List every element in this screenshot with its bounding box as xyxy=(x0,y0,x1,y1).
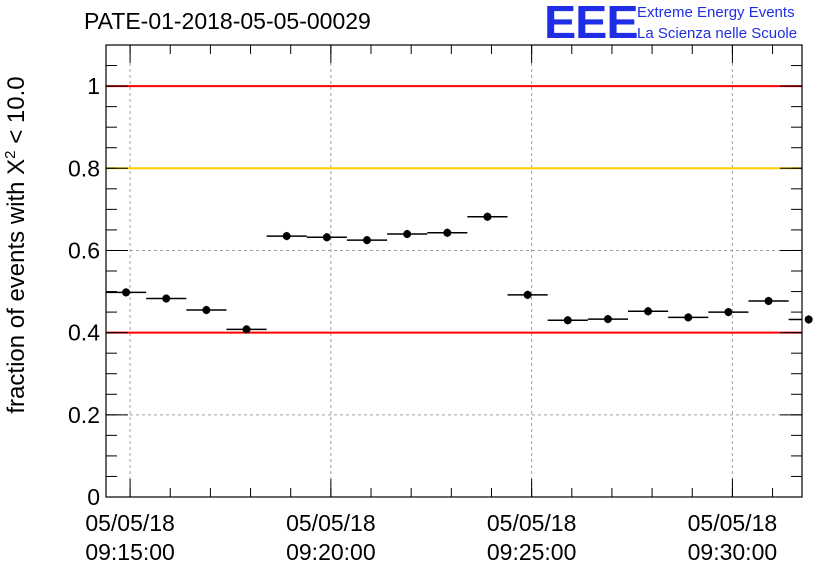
y-tick-labels: 0 0.2 0.4 0.6 0.8 1 xyxy=(68,73,100,510)
x-tick-label-date: 05/05/18 xyxy=(487,510,577,536)
chart-title: PATE-01-2018-05-05-00029 xyxy=(84,8,371,34)
x-tick-label-date: 05/05/18 xyxy=(85,510,175,536)
x-tick-labels: 05/05/18 09:15:00 05/05/18 09:20:00 05/05/18… xyxy=(85,510,777,565)
y-tick-label: 0.4 xyxy=(68,320,100,346)
data-point xyxy=(563,316,572,325)
data-point xyxy=(804,315,813,324)
reference-lines xyxy=(106,85,802,334)
data-point xyxy=(644,307,653,316)
logo-line-2: La Scienza nelle Scuole xyxy=(637,25,798,42)
x-tick-label-date: 05/05/18 xyxy=(688,510,778,536)
data-point xyxy=(202,306,211,315)
data-point xyxy=(443,228,452,237)
data-point xyxy=(684,313,693,322)
y-tick-label: 0.8 xyxy=(68,155,100,181)
x-tick-label-time: 09:20:00 xyxy=(286,539,376,565)
data-point xyxy=(403,230,412,239)
data-point xyxy=(603,315,612,324)
data-points xyxy=(106,212,813,334)
x-tick-label-time: 09:25:00 xyxy=(487,539,577,565)
eee-logo: EEE Extreme Energy Events La Scienza nel… xyxy=(544,0,834,48)
x-tick-label-date: 05/05/18 xyxy=(286,510,376,536)
data-point xyxy=(242,325,251,334)
data-point xyxy=(322,233,331,242)
y-tick-label: 1 xyxy=(87,73,100,99)
x-tick-label-time: 09:30:00 xyxy=(688,539,778,565)
logo-line-1: Extreme Energy Events xyxy=(637,4,795,21)
y-tick-label: 0.6 xyxy=(68,237,100,263)
data-point xyxy=(122,288,131,297)
eee-logo-mark: EEE xyxy=(544,0,639,48)
data-point xyxy=(523,290,532,299)
data-point xyxy=(483,212,492,221)
data-point xyxy=(162,294,171,303)
axes xyxy=(105,44,803,498)
x-tick-label-time: 09:15:00 xyxy=(85,539,175,565)
plot-frame xyxy=(105,44,803,498)
y-tick-label: 0.2 xyxy=(68,402,100,428)
data-point xyxy=(363,236,371,245)
data-point xyxy=(724,308,733,317)
y-tick-label: 0 xyxy=(87,484,100,510)
grid xyxy=(106,45,802,497)
data-point xyxy=(764,296,773,305)
data-point xyxy=(282,232,291,241)
